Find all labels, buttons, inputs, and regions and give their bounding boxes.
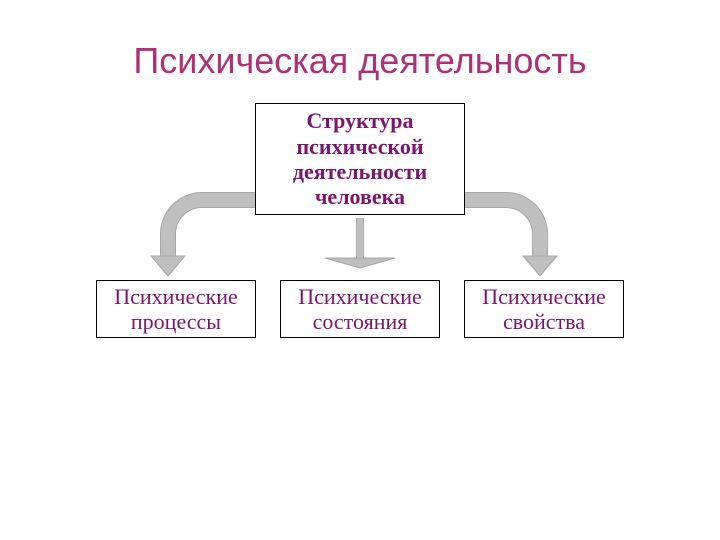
- arrow-right-shaft: [465, 200, 540, 256]
- top-box: Структурапсихическойдеятельностичеловека: [255, 103, 465, 215]
- bottom-box-2: Психическиесвойства: [464, 280, 624, 338]
- bottom-box-2-label: Психическиесвойства: [465, 284, 623, 335]
- arrow-head: [151, 256, 185, 276]
- arrow-head: [523, 256, 557, 276]
- bottom-box-1-label: Психическиесостояния: [281, 284, 439, 335]
- bottom-box-0: Психическиепроцессы: [96, 280, 256, 338]
- page-title: Психическая деятельность: [0, 40, 720, 82]
- arrow-left: [151, 200, 255, 276]
- arrow-right: [465, 200, 557, 276]
- diagram-canvas: Психическая деятельность Структурапсихич…: [0, 0, 720, 540]
- bottom-box-1: Психическиесостояния: [280, 280, 440, 338]
- arrow-left-shaft: [168, 200, 255, 256]
- arrow-center-head: [325, 258, 395, 268]
- top-box-label: Структурапсихическойдеятельностичеловека: [256, 108, 464, 209]
- arrow-center: [325, 218, 395, 268]
- bottom-box-0-label: Психическиепроцессы: [97, 284, 255, 335]
